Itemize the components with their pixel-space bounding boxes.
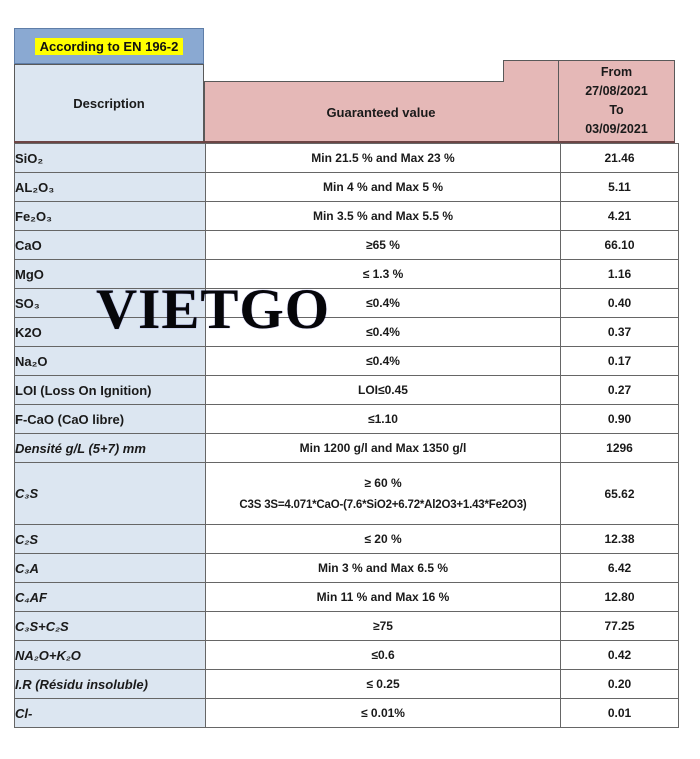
border-line (674, 60, 675, 143)
value-cell: 0.20 (560, 669, 679, 699)
description-cell: C₃A (14, 553, 206, 583)
table-row: SiO₂ Min 21.5 % and Max 23 % 21.46 (14, 143, 679, 173)
description-cell: Cl- (14, 698, 206, 728)
guaranteed-cell: Min 21.5 % and Max 23 % (205, 143, 561, 173)
guaranteed-cell: ≤ 0.01% (205, 698, 561, 728)
value-cell: 65.62 (560, 462, 679, 525)
table-row: SO₃ ≤0.4% 0.40 (14, 288, 679, 318)
header-underline (14, 141, 675, 143)
table-row: C₃A Min 3 % and Max 6.5 % 6.42 (14, 553, 679, 583)
table-row: MgO ≤ 1.3 % 1.16 (14, 259, 679, 289)
table-row: Na₂O ≤0.4% 0.17 (14, 346, 679, 376)
standard-header-band: According to EN 196-2 (14, 28, 204, 64)
guaranteed-cell: ≤0.4% (205, 317, 561, 347)
guaranteed-cell: Min 11 % and Max 16 % (205, 582, 561, 612)
description-cell: CaO (14, 230, 206, 260)
standard-label: According to EN 196-2 (34, 37, 184, 55)
description-cell: LOI (Loss On Ignition) (14, 375, 206, 405)
guaranteed-formula: C3S 3S=4.071*CaO-(7.6*SiO2+6.72*Al2O3+1.… (239, 499, 527, 511)
description-cell: AL₂O₃ (14, 172, 206, 202)
guaranteed-cell: ≥75 (205, 611, 561, 641)
guaranteed-cell: Min 3 % and Max 6.5 % (205, 553, 561, 583)
description-cell: C₄AF (14, 582, 206, 612)
table-row: NA₂O+K₂O ≤0.6 0.42 (14, 640, 679, 670)
table-row: CaO ≥65 % 66.10 (14, 230, 679, 260)
description-cell: I.R (Résidu insoluble) (14, 669, 206, 699)
guaranteed-cell: ≤0.4% (205, 288, 561, 318)
value-cell: 12.38 (560, 524, 679, 554)
value-cell: 77.25 (560, 611, 679, 641)
guaranteed-cell: ≤ 20 % (205, 524, 561, 554)
description-cell: F-CaO (CaO libre) (14, 404, 206, 434)
period-line: To (609, 103, 624, 117)
border-line (503, 60, 675, 61)
value-cell: 5.11 (560, 172, 679, 202)
value-cell: 21.46 (560, 143, 679, 173)
value-cell: 0.42 (560, 640, 679, 670)
table-row: Fe₂O₃ Min 3.5 % and Max 5.5 % 4.21 (14, 201, 679, 231)
value-cell: 4.21 (560, 201, 679, 231)
description-cell: K2O (14, 317, 206, 347)
border-line (204, 81, 504, 82)
guaranteed-cell: ≥ 60 % C3S 3S=4.071*CaO-(7.6*SiO2+6.72*A… (205, 462, 561, 525)
value-cell: 66.10 (560, 230, 679, 260)
value-cell: 12.80 (560, 582, 679, 612)
vietgo-watermark: VIETGO (96, 278, 331, 341)
value-cell: 0.01 (560, 698, 679, 728)
border-line (204, 81, 205, 143)
period-line: 03/09/2021 (585, 122, 648, 136)
guaranteed-cell: Min 3.5 % and Max 5.5 % (205, 201, 561, 231)
value-cell: 0.37 (560, 317, 679, 347)
value-cell: 0.90 (560, 404, 679, 434)
table-row: K2O ≤0.4% 0.37 (14, 317, 679, 347)
value-cell: 1296 (560, 433, 679, 463)
composition-table: SiO₂ Min 21.5 % and Max 23 % 21.46 AL₂O₃… (14, 143, 679, 728)
description-cell: MgO (14, 259, 206, 289)
value-cell: 0.17 (560, 346, 679, 376)
guaranteed-cell: Min 4 % and Max 5 % (205, 172, 561, 202)
guaranteed-limit: ≥ 60 % (364, 476, 402, 490)
guaranteed-cell: ≤ 0.25 (205, 669, 561, 699)
description-cell: C₂S (14, 524, 206, 554)
description-cell: Na₂O (14, 346, 206, 376)
value-cell: 6.42 (560, 553, 679, 583)
document-sheet: According to EN 196-2 Description Guaran… (14, 25, 679, 728)
description-cell: C₃S+C₂S (14, 611, 206, 641)
description-cell: Densité g/L (5+7) mm (14, 433, 206, 463)
description-cell: SiO₂ (14, 143, 206, 173)
border-line (503, 60, 504, 82)
column-header-guaranteed-value: Guaranteed value (326, 104, 436, 120)
column-header-period: From 27/08/2021 To 03/09/2021 (558, 60, 675, 143)
table-row: Densité g/L (5+7) mm Min 1200 g/l and Ma… (14, 433, 679, 463)
guaranteed-cell: ≤1.10 (205, 404, 561, 434)
guaranteed-cell: ≤0.4% (205, 346, 561, 376)
table-row: Cl- ≤ 0.01% 0.01 (14, 698, 679, 728)
description-cell: SO₃ (14, 288, 206, 318)
guaranteed-cell: Min 1200 g/l and Max 1350 g/l (205, 433, 561, 463)
description-cell: C₃S (14, 462, 206, 525)
period-line: 27/08/2021 (585, 84, 648, 98)
period-line: From (600, 65, 633, 79)
table-row: C₂S ≤ 20 % 12.38 (14, 524, 679, 554)
table-row: C₃S+C₂S ≥75 77.25 (14, 611, 679, 641)
table-row: LOI (Loss On Ignition) LOI≤0.45 0.27 (14, 375, 679, 405)
description-cell: Fe₂O₃ (14, 201, 206, 231)
guaranteed-cell: LOI≤0.45 (205, 375, 561, 405)
table-row: C₄AF Min 11 % and Max 16 % 12.80 (14, 582, 679, 612)
value-cell: 0.27 (560, 375, 679, 405)
border-line (558, 60, 559, 143)
table-row: AL₂O₃ Min 4 % and Max 5 % 5.11 (14, 172, 679, 202)
description-cell: NA₂O+K₂O (14, 640, 206, 670)
guaranteed-cell: ≤0.6 (205, 640, 561, 670)
value-cell: 0.40 (560, 288, 679, 318)
value-cell: 1.16 (560, 259, 679, 289)
table-row: F-CaO (CaO libre) ≤1.10 0.90 (14, 404, 679, 434)
table-row: C₃S ≥ 60 % C3S 3S=4.071*CaO-(7.6*SiO2+6.… (14, 462, 679, 525)
column-header-description: Description (14, 64, 204, 143)
guaranteed-cell: ≥65 % (205, 230, 561, 260)
table-row: I.R (Résidu insoluble) ≤ 0.25 0.20 (14, 669, 679, 699)
